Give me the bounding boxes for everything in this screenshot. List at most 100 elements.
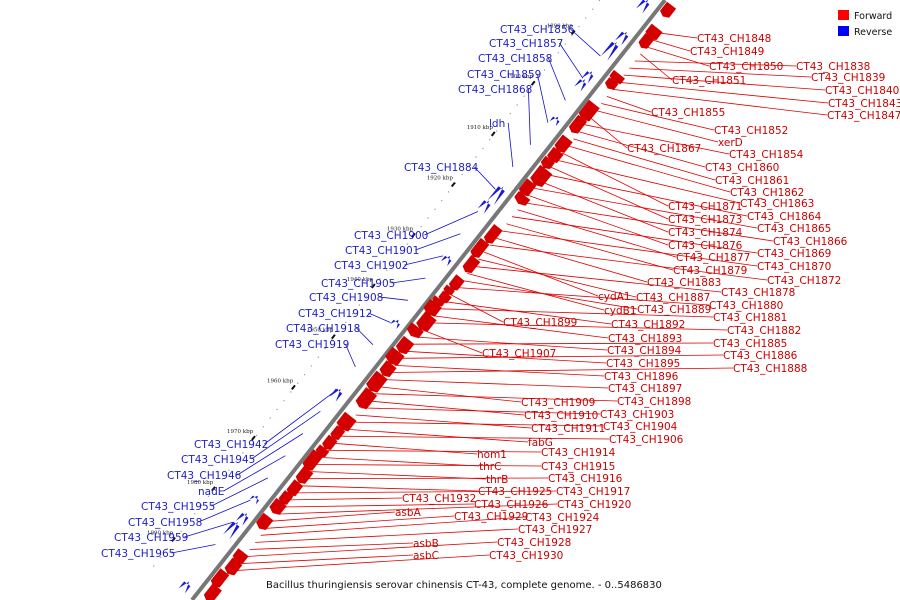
forward-gene[interactable] xyxy=(530,164,553,187)
forward-gene[interactable] xyxy=(660,1,677,18)
forward-gene-label[interactable]: CT43_CH1850 xyxy=(709,61,783,73)
forward-gene-label[interactable]: CT43_CH1929 xyxy=(454,511,528,523)
forward-gene-label[interactable]: CT43_CH1926 xyxy=(474,499,549,511)
reverse-gene-label[interactable]: CT43_CH1857 xyxy=(489,38,563,50)
forward-gene-label[interactable]: CT43_CH1932 xyxy=(402,493,476,505)
forward-gene[interactable] xyxy=(462,255,481,274)
reverse-gene-label[interactable]: CT43_CH1884 xyxy=(404,162,479,174)
forward-gene-label[interactable]: CT43_CH1864 xyxy=(747,211,822,223)
forward-gene-label[interactable]: CT43_CH1930 xyxy=(489,550,563,562)
forward-gene-label[interactable]: xerD xyxy=(718,137,743,149)
forward-gene-label[interactable]: CT43_CH1852 xyxy=(714,125,788,137)
forward-gene-label[interactable]: CT43_CH1849 xyxy=(690,46,764,58)
forward-gene-label[interactable]: CT43_CH1887 xyxy=(636,292,710,304)
reverse-gene[interactable] xyxy=(600,41,619,61)
forward-gene-label[interactable]: CT43_CH1925 xyxy=(478,486,552,498)
forward-gene-label[interactable]: CT43_CH1880 xyxy=(709,300,783,312)
forward-gene[interactable] xyxy=(232,548,249,564)
forward-gene-label[interactable]: hom1 xyxy=(477,449,507,461)
reverse-gene[interactable] xyxy=(615,31,629,46)
forward-gene-label[interactable]: cydA1 xyxy=(598,291,631,303)
reverse-gene[interactable] xyxy=(581,71,594,84)
forward-gene[interactable] xyxy=(423,298,442,317)
forward-gene-label[interactable]: CT43_CH1840 xyxy=(825,85,899,97)
reverse-gene[interactable] xyxy=(477,200,491,214)
forward-gene-label[interactable]: CT43_CH1893 xyxy=(608,333,682,345)
forward-gene-label[interactable]: CT43_CH1848 xyxy=(697,33,771,45)
forward-gene-label[interactable]: CT43_CH1889 xyxy=(637,304,711,316)
reverse-gene-label[interactable]: CT43_CH1901 xyxy=(345,245,419,257)
forward-gene[interactable] xyxy=(438,290,452,304)
reverse-gene-label[interactable]: CT43_CH1908 xyxy=(309,292,383,304)
forward-gene-label[interactable]: CT43_CH1907 xyxy=(482,348,556,360)
forward-gene-label[interactable]: CT43_CH1886 xyxy=(723,350,798,362)
reverse-gene[interactable] xyxy=(178,581,191,594)
reverse-gene-label[interactable]: CT43_CH1868 xyxy=(458,84,532,96)
forward-gene[interactable] xyxy=(385,346,405,366)
forward-gene[interactable] xyxy=(416,311,437,332)
forward-gene-label[interactable]: CT43_CH1899 xyxy=(503,317,577,329)
reverse-gene[interactable] xyxy=(390,319,400,329)
forward-gene-label[interactable]: asbB xyxy=(413,538,439,550)
forward-gene[interactable] xyxy=(448,274,465,291)
forward-gene[interactable] xyxy=(605,77,619,90)
forward-gene-label[interactable]: CT43_CH1870 xyxy=(757,261,831,273)
forward-gene-label[interactable]: CT43_CH1862 xyxy=(730,187,804,199)
forward-gene-label[interactable]: CT43_CH1903 xyxy=(600,409,674,421)
reverse-gene-label[interactable]: CT43_CH1856 xyxy=(500,24,575,36)
reverse-gene-label[interactable]: CT43_CH1912 xyxy=(298,308,372,320)
forward-gene[interactable] xyxy=(645,23,663,41)
forward-gene-label[interactable]: CT43_CH1909 xyxy=(521,397,595,409)
reverse-gene[interactable] xyxy=(549,116,560,127)
forward-gene[interactable] xyxy=(203,583,222,600)
reverse-gene[interactable] xyxy=(487,186,505,206)
forward-gene[interactable] xyxy=(210,568,230,588)
forward-gene-label[interactable]: CT43_CH1928 xyxy=(497,537,571,549)
forward-gene-label[interactable]: CT43_CH1861 xyxy=(715,175,789,187)
forward-gene[interactable] xyxy=(224,557,243,576)
forward-gene-label[interactable]: CT43_CH1854 xyxy=(729,149,804,161)
reverse-gene-label[interactable]: CT43_CH1902 xyxy=(334,260,408,272)
forward-gene-label[interactable]: CT43_CH1838 xyxy=(796,61,870,73)
forward-gene[interactable] xyxy=(540,155,555,170)
reverse-gene[interactable] xyxy=(236,512,249,526)
forward-gene[interactable] xyxy=(336,411,357,432)
reverse-gene[interactable] xyxy=(223,521,240,540)
forward-gene-label[interactable]: CT43_CH1898 xyxy=(617,396,691,408)
reverse-gene-label[interactable]: CT43_CH1859 xyxy=(467,69,541,81)
forward-gene-label[interactable]: CT43_CH1882 xyxy=(727,325,801,337)
forward-gene-label[interactable]: cydB1 xyxy=(604,305,637,317)
forward-gene[interactable] xyxy=(547,146,564,163)
forward-gene-label[interactable]: CT43_CH1863 xyxy=(740,198,814,210)
forward-gene[interactable] xyxy=(443,284,455,296)
reverse-gene-label[interactable]: CT43_CH1945 xyxy=(181,454,255,466)
forward-gene[interactable] xyxy=(578,99,600,122)
forward-gene[interactable] xyxy=(406,322,424,339)
forward-gene[interactable] xyxy=(366,370,388,393)
forward-gene[interactable] xyxy=(269,497,287,515)
reverse-gene-label[interactable]: CT43_CH1959 xyxy=(114,532,188,544)
forward-gene-label[interactable]: CT43_CH1910 xyxy=(524,410,598,422)
forward-gene[interactable] xyxy=(470,237,490,258)
forward-gene-label[interactable]: CT43_CH1879 xyxy=(673,265,747,277)
forward-gene[interactable] xyxy=(302,449,324,471)
reverse-gene[interactable] xyxy=(440,255,452,267)
forward-gene-label[interactable]: CT43_CH1888 xyxy=(733,363,807,375)
forward-gene-label[interactable]: CT43_CH1924 xyxy=(525,512,600,524)
forward-gene-label[interactable]: asbA xyxy=(395,507,422,519)
forward-gene-label[interactable]: CT43_CH1916 xyxy=(548,473,623,485)
forward-gene-label[interactable]: CT43_CH1904 xyxy=(603,421,678,433)
forward-gene[interactable] xyxy=(568,114,588,134)
forward-gene[interactable] xyxy=(322,434,338,450)
forward-gene-label[interactable]: CT43_CH1847 xyxy=(827,110,900,122)
forward-gene-label[interactable]: CT43_CH1874 xyxy=(668,227,743,239)
forward-gene-label[interactable]: CT43_CH1872 xyxy=(767,275,841,287)
forward-gene-label[interactable]: CT43_CH1881 xyxy=(713,312,787,324)
forward-gene-label[interactable]: CT43_CH1843 xyxy=(828,98,900,110)
forward-gene-label[interactable]: CT43_CH1883 xyxy=(647,277,721,289)
reverse-gene-label[interactable]: CT43_CH1900 xyxy=(354,230,428,242)
forward-gene-label[interactable]: CT43_CH1878 xyxy=(721,287,795,299)
forward-gene-label[interactable]: CT43_CH1877 xyxy=(676,252,750,264)
forward-gene-label[interactable]: CT43_CH1894 xyxy=(607,345,682,357)
forward-gene[interactable] xyxy=(483,224,503,244)
